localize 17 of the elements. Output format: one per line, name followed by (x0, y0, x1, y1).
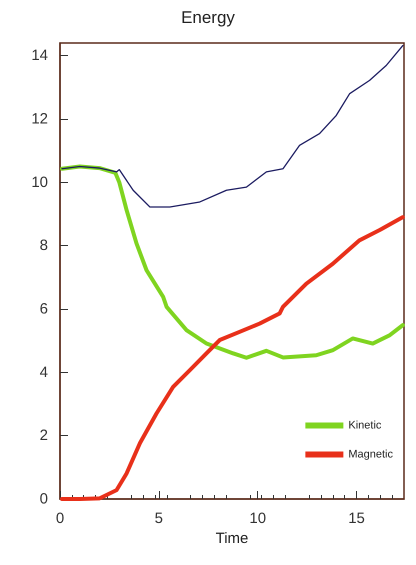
y-tick-label: 12 (31, 110, 48, 128)
line-series (61, 44, 404, 208)
legend-label: Kinetic (348, 420, 382, 432)
x-tick-label: 0 (56, 510, 64, 527)
x-tick-label: 10 (249, 510, 266, 527)
x-tick-label: 15 (348, 510, 365, 527)
y-tick-label: 6 (40, 300, 48, 318)
y-tick-label: 10 (31, 174, 48, 191)
y-tick-label: 14 (31, 47, 48, 64)
chart-title: Energy (181, 8, 236, 27)
y-tick-label: 2 (40, 427, 48, 444)
x-tick-label: 5 (154, 510, 164, 527)
y-tick-label: 8 (40, 237, 48, 254)
legend-label: Magnetic (348, 448, 394, 460)
y-tick-label: 4 (40, 364, 48, 381)
x-axis-title: Time (216, 530, 248, 547)
y-tick-label: 0 (40, 490, 48, 508)
